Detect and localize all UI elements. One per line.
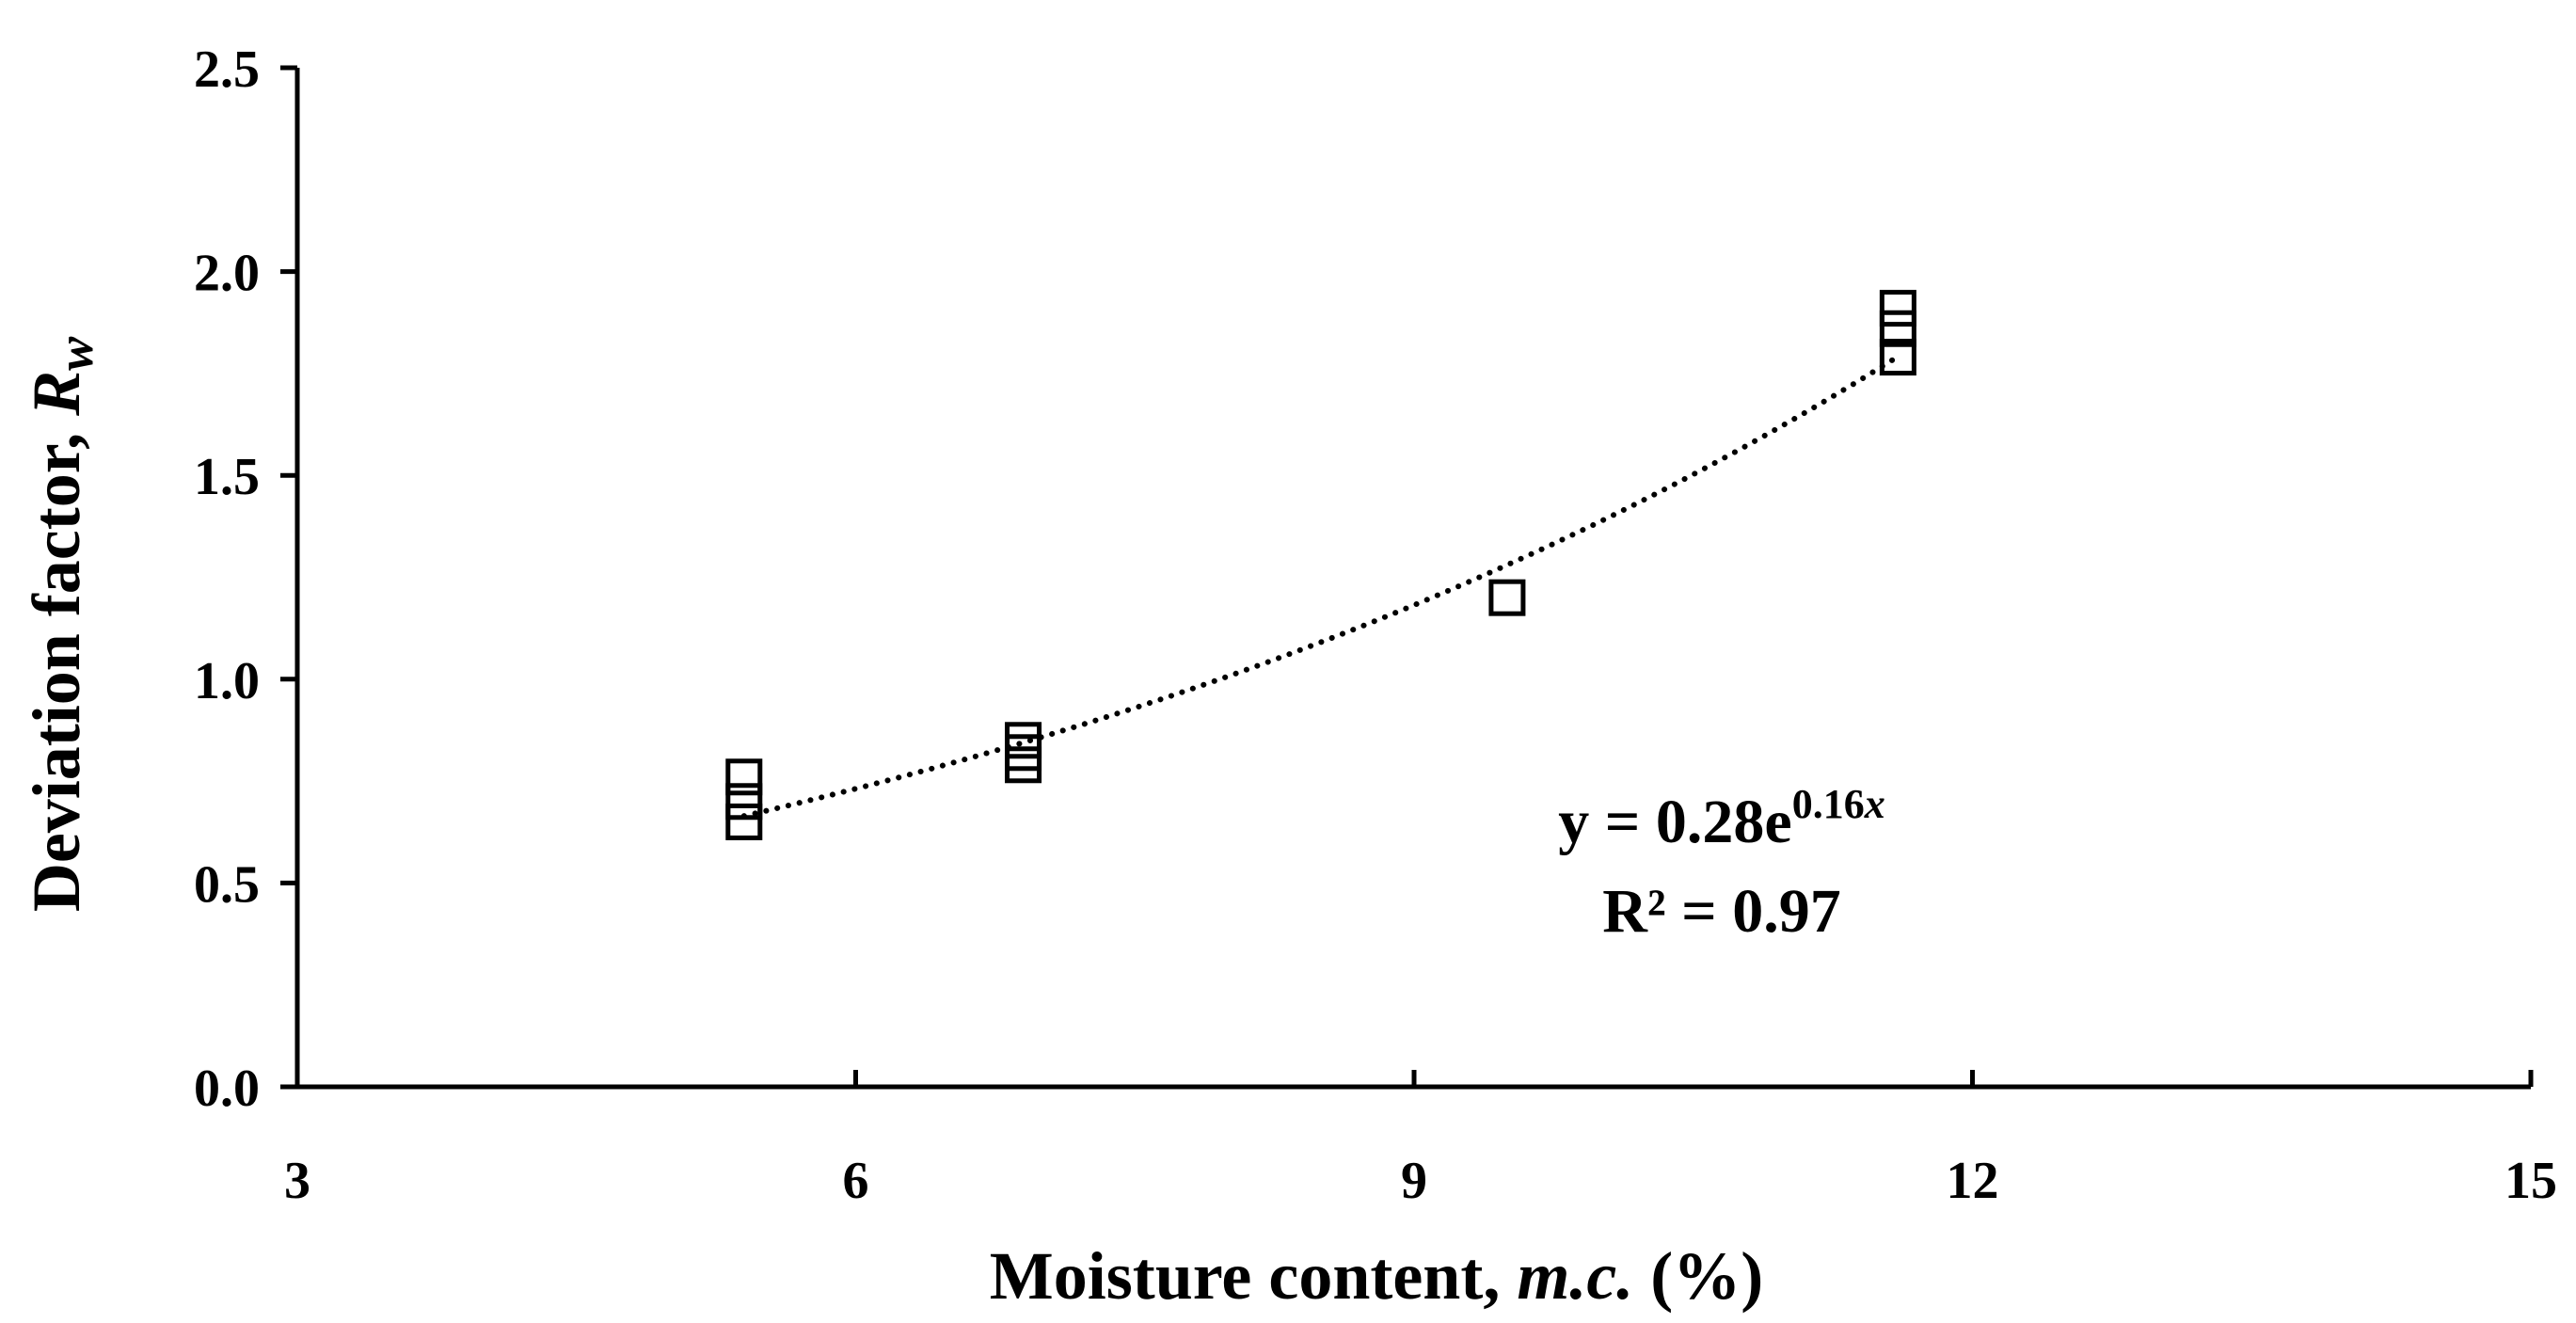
trendline [740,353,1901,820]
y-axis-title-main: Deviation factor, [19,416,94,912]
equation-exponent: 0.16 [1792,781,1865,827]
data-point [1879,310,1916,347]
data-point [725,803,763,840]
x-tick-label: 9 [1401,1152,1427,1210]
data-point [1879,339,1916,376]
y-axis-title-sub: w [47,336,103,371]
x-tick-label: 6 [843,1152,869,1210]
data-point [725,783,763,821]
y-ticks: 0.0 0.5 1.0 1.5 2.0 2.5 [194,40,297,1118]
data-point [1005,746,1042,784]
y-tick-label: 2.5 [194,40,260,99]
data-point [1488,579,1526,616]
data-point [1879,290,1916,327]
data-point [1005,722,1042,759]
y-tick-label: 1.5 [194,448,260,506]
x-tick-label: 3 [284,1152,310,1210]
x-tick-label: 12 [1947,1152,1999,1210]
x-axis-title-unit: (%) [1633,1238,1763,1314]
r-squared-label: R² = 0.97 [1602,877,1841,946]
x-ticks: 3 6 9 12 15 [284,1070,2557,1210]
equation-prefix: y = 0.28e [1558,788,1791,856]
x-axis-title: Moisture content, m.c. (%) [990,1238,1764,1314]
y-axis-title: Deviation factor, Rw [19,336,103,912]
data-points [725,290,1916,840]
x-axis-title-var: m.c. [1517,1238,1633,1314]
y-tick-label: 0.0 [194,1060,260,1118]
axes [294,68,2531,1090]
y-tick-label: 0.5 [194,855,260,914]
y-tick-label: 1.0 [194,652,260,710]
x-axis-title-main: Moisture content, [990,1238,1518,1314]
y-tick-label: 2.0 [194,245,260,303]
data-point [725,758,763,796]
y-axis-title-var: R [19,371,94,417]
data-point [1005,734,1042,772]
trendline-equation: y = 0.28e0.16x [1558,781,1884,856]
x-tick-label: 15 [2504,1152,2557,1210]
equation-exponent-var: x [1864,781,1885,827]
